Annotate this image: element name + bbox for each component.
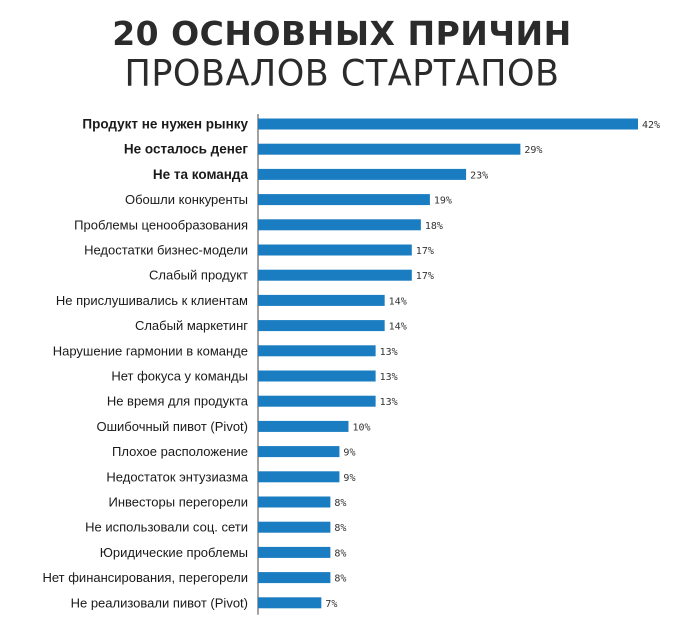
category-label: Недостатки бизнес-модели: [84, 243, 248, 258]
category-label: Не время для продукта: [107, 394, 249, 409]
bar: [258, 496, 331, 508]
category-label: Слабый маркетинг: [135, 318, 248, 333]
category-label: Нет финансирования, перегорели: [42, 570, 248, 585]
category-label: Юридические проблемы: [100, 545, 248, 560]
value-label: 42%: [642, 120, 660, 131]
bar: [258, 269, 412, 281]
category-label: Не реализовали пивот (Pivot): [71, 595, 248, 610]
category-label: Проблемы ценообразования: [74, 217, 248, 232]
bar: [258, 294, 385, 306]
value-label: 7%: [325, 599, 337, 610]
bar: [258, 546, 331, 558]
value-label: 9%: [343, 473, 355, 484]
value-label: 19%: [434, 196, 452, 207]
bar: [258, 244, 412, 256]
category-label: Ошибочный пивот (Pivot): [97, 419, 249, 434]
value-label: 8%: [334, 523, 346, 534]
chart-title: 20 ОСНОВНЫХ ПРИЧИН: [112, 14, 572, 53]
value-label: 17%: [416, 271, 434, 282]
bar: [258, 143, 521, 155]
category-label: Обошли конкуренты: [125, 192, 248, 207]
category-label: Не та команда: [153, 167, 249, 182]
value-label: 13%: [380, 397, 398, 408]
category-label: Слабый продукт: [149, 268, 248, 283]
bar: [258, 420, 349, 432]
value-label: 17%: [416, 246, 434, 257]
value-label: 14%: [389, 322, 407, 333]
category-label: Инвесторы перегорели: [108, 495, 248, 510]
bar: [258, 118, 638, 130]
value-label: 9%: [343, 448, 355, 459]
value-label: 10%: [352, 422, 370, 433]
category-label: Не осталось денег: [124, 142, 248, 157]
value-label: 8%: [334, 548, 346, 559]
value-label: 23%: [470, 170, 488, 181]
value-label: 18%: [425, 221, 443, 232]
value-label: 8%: [334, 498, 346, 509]
category-label: Не прислушивались к клиентам: [56, 293, 248, 308]
bar: [258, 446, 340, 458]
category-label: Не использовали соц. сети: [85, 520, 248, 535]
category-label: Нарушение гармонии в команде: [53, 343, 248, 358]
category-label: Нет фокуса у команды: [111, 369, 248, 384]
value-label: 13%: [380, 372, 398, 383]
bar: [258, 572, 331, 584]
bar: [258, 320, 385, 332]
bar: [258, 219, 421, 231]
bar: [258, 521, 331, 533]
category-label: Недостаток энтузиазма: [106, 469, 248, 484]
category-label: Плохое расположение: [112, 444, 248, 459]
value-label: 8%: [334, 574, 346, 585]
category-label: Продукт не нужен рынку: [82, 117, 248, 132]
bar: [258, 370, 376, 382]
bar: [258, 168, 467, 180]
bar: [258, 395, 376, 407]
bar: [258, 597, 322, 609]
bar: [258, 471, 340, 483]
bar: [258, 194, 430, 206]
bar: [258, 345, 376, 357]
value-label: 29%: [524, 145, 542, 156]
value-label: 14%: [389, 296, 407, 307]
value-label: 13%: [380, 347, 398, 358]
chart-subtitle: ПРОВАЛОВ СТАРТАПОВ: [124, 53, 560, 95]
